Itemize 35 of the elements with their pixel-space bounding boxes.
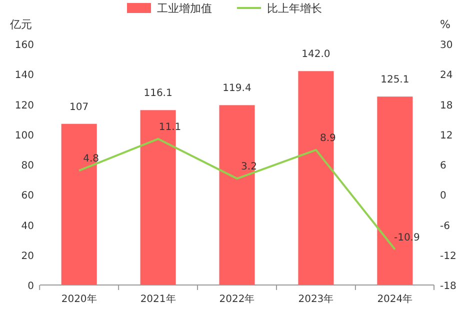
y-tick-label: 80 (21, 160, 34, 172)
y-tick-label: 140 (14, 70, 34, 82)
y-tick-label: 60 (21, 190, 34, 202)
data-label: 142.0 (302, 49, 330, 60)
y-tick-label: 40 (21, 220, 34, 232)
x-tick-label: 2024年 (377, 293, 413, 305)
y2-tick-label: -6 (440, 220, 450, 232)
y-tick-label: 0 (28, 281, 34, 292)
y2-tick-label: 6 (440, 160, 446, 172)
y2-tick-label: -18 (440, 281, 456, 292)
x-tick-label: 2023年 (298, 293, 334, 305)
x-tick-label: 2021年 (140, 293, 176, 305)
y2-tick-label: -12 (440, 250, 456, 262)
bar (298, 71, 334, 285)
bar (219, 105, 255, 285)
y2-tick-label: 0 (440, 190, 446, 202)
y-tick-label: 160 (14, 40, 34, 51)
y-axis-title: 亿元 (9, 18, 32, 31)
legend-label: 比上年增长 (267, 2, 322, 15)
x-tick-label: 2020年 (61, 293, 97, 305)
bar (61, 124, 97, 285)
legend-label: 工业增加值 (157, 2, 212, 15)
y2-tick-label: 12 (440, 130, 453, 142)
y2-tick-label: 24 (440, 70, 453, 82)
y2-tick-label: 18 (440, 100, 453, 112)
y-tick-label: 120 (14, 100, 34, 112)
y2-tick-label: 30 (440, 40, 453, 51)
x-tick-label: 2022年 (219, 293, 255, 305)
data-label: 107 (70, 102, 89, 113)
data-label: 116.1 (144, 88, 172, 100)
y-tick-label: 100 (14, 130, 34, 142)
data-label: 125.1 (380, 74, 410, 86)
data-label: 119.4 (222, 83, 252, 94)
y2-axis-title: % (440, 18, 450, 31)
y-tick-label: 20 (21, 250, 34, 262)
